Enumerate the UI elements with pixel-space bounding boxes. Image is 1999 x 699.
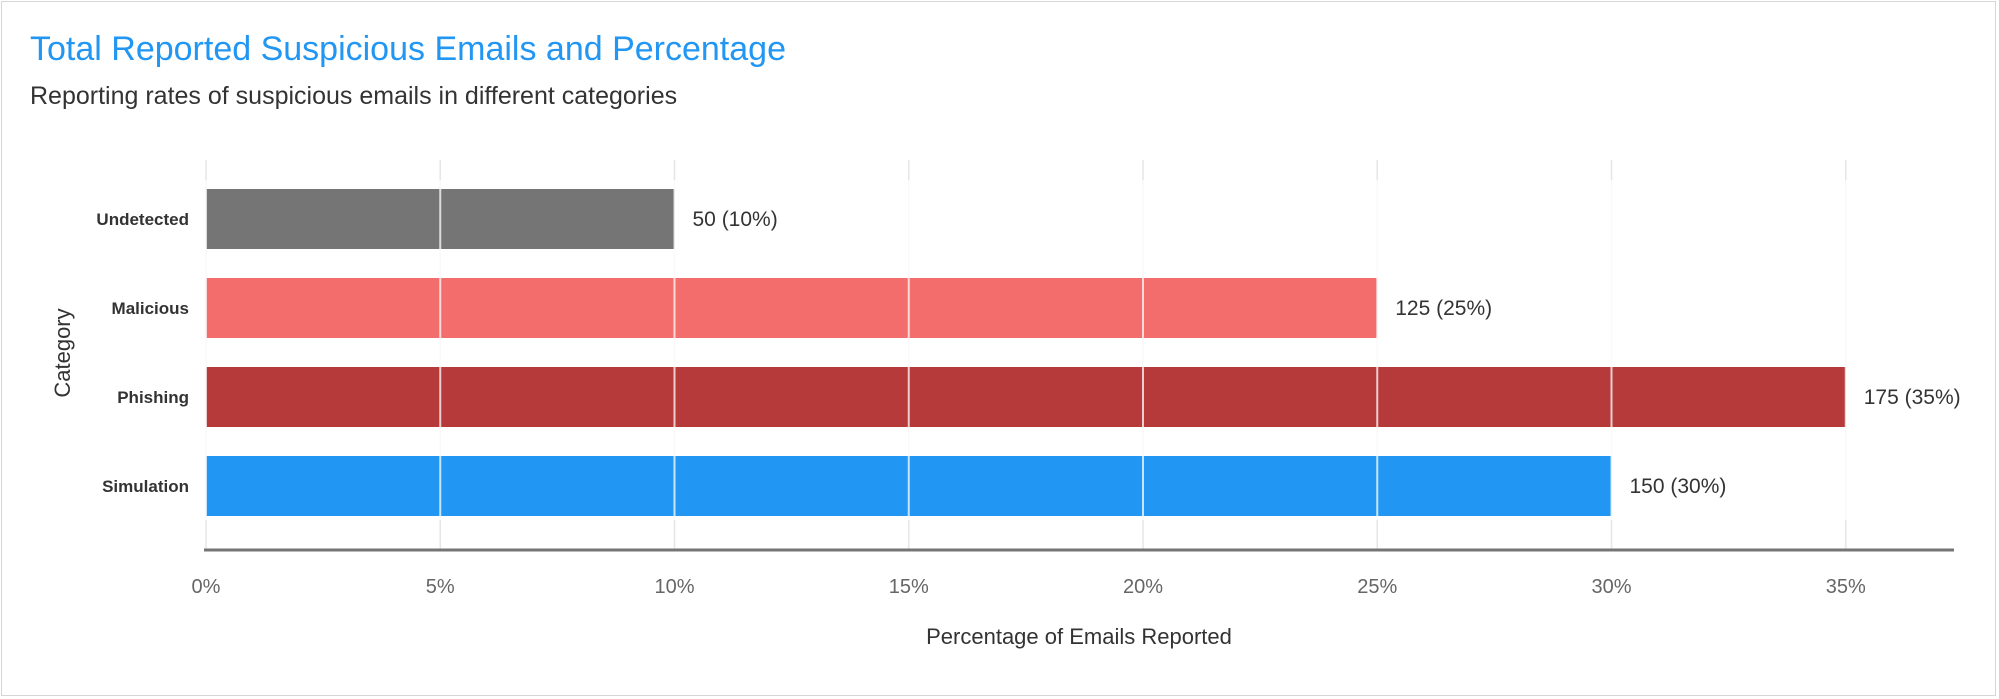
category-labels: Undetected Malicious Phishing Simulation [96, 210, 189, 496]
data-label: 50 (10%) [693, 208, 778, 231]
y-axis-title: Category [50, 308, 75, 397]
x-tick-label: 20% [1123, 576, 1163, 598]
bars [206, 189, 1846, 516]
data-label: 175 (35%) [1864, 386, 1961, 409]
data-labels: 50 (10%) 125 (25%) 175 (35%) 150 (30%) [693, 208, 1961, 498]
x-axis-title: Percentage of Emails Reported [926, 624, 1232, 649]
data-label: 150 (30%) [1630, 475, 1727, 498]
bar-malicious [206, 278, 1378, 338]
category-label: Simulation [102, 477, 189, 496]
data-label: 125 (25%) [1395, 297, 1492, 320]
bar-phishing [206, 367, 1846, 427]
x-tick-label: 0% [192, 576, 221, 598]
x-tick-label: 30% [1591, 576, 1631, 598]
category-label: Malicious [112, 299, 189, 318]
bar-gridlines [205, 180, 1847, 520]
chart-title: Total Reported Suspicious Emails and Per… [30, 30, 786, 68]
x-tick-label: 35% [1826, 576, 1866, 598]
x-tick-label: 25% [1357, 576, 1397, 598]
category-label: Phishing [117, 388, 189, 407]
category-label: Undetected [96, 210, 189, 229]
x-tick-label: 10% [654, 576, 694, 598]
x-tick-label: 5% [426, 576, 455, 598]
x-tick-labels: 0% 5% 10% 15% 20% 25% 30% 35% [192, 576, 1866, 598]
chart-subtitle: Reporting rates of suspicious emails in … [30, 82, 678, 110]
x-tick-label: 15% [889, 576, 929, 598]
